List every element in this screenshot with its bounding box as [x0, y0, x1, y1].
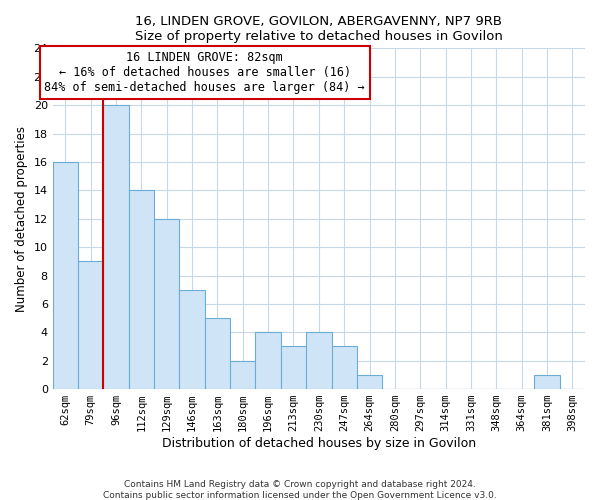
Text: Contains HM Land Registry data © Crown copyright and database right 2024.
Contai: Contains HM Land Registry data © Crown c…	[103, 480, 497, 500]
Bar	[230, 360, 256, 389]
Bar	[103, 105, 129, 389]
Bar	[154, 218, 179, 389]
Bar	[179, 290, 205, 389]
Bar	[78, 262, 103, 389]
Bar	[256, 332, 281, 389]
X-axis label: Distribution of detached houses by size in Govilon: Distribution of detached houses by size …	[162, 437, 476, 450]
Bar	[332, 346, 357, 389]
Text: 16 LINDEN GROVE: 82sqm
← 16% of detached houses are smaller (16)
84% of semi-det: 16 LINDEN GROVE: 82sqm ← 16% of detached…	[44, 51, 365, 94]
Bar	[306, 332, 332, 389]
Bar	[357, 375, 382, 389]
Bar	[535, 375, 560, 389]
Bar	[281, 346, 306, 389]
Bar	[129, 190, 154, 389]
Bar	[205, 318, 230, 389]
Bar	[53, 162, 78, 389]
Y-axis label: Number of detached properties: Number of detached properties	[15, 126, 28, 312]
Title: 16, LINDEN GROVE, GOVILON, ABERGAVENNY, NP7 9RB
Size of property relative to det: 16, LINDEN GROVE, GOVILON, ABERGAVENNY, …	[135, 15, 503, 43]
